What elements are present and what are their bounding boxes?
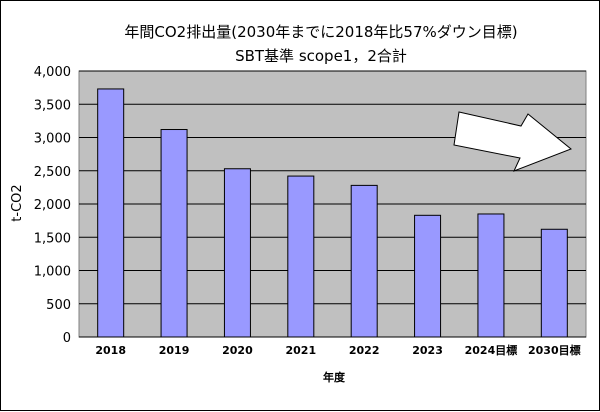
bar-2018: [97, 88, 125, 338]
x-tick-label: 2030目標: [528, 343, 581, 357]
chart-subtitle: SBT基準 scope1，2合計: [235, 47, 407, 65]
x-tick-label: 2019: [159, 344, 190, 357]
bars: [97, 88, 568, 338]
x-axis-label: 年度: [323, 370, 346, 384]
bar-2030目標: [540, 228, 568, 338]
bar-2020: [223, 168, 251, 338]
y-tick-label: 3,500: [34, 98, 71, 113]
x-tick-label: 2022: [349, 344, 380, 357]
y-tick-label: 4,000: [34, 65, 71, 80]
downward-trend-arrow-icon: [453, 111, 572, 172]
x-tick-label: 2024目標: [465, 343, 518, 357]
x-axis-ticks: 2018 2019 2020 2021 2022 2023 2024目標 2030目標: [95, 343, 580, 357]
y-tick-label: 1,000: [34, 265, 71, 280]
y-tick-label: 3,000: [34, 132, 71, 147]
y-axis-label: t-CO2: [10, 184, 25, 221]
y-tick-label: 2,000: [34, 198, 71, 213]
x-tick-label: 2023: [412, 344, 443, 357]
bar-2022: [350, 184, 378, 338]
bar-2023: [414, 214, 442, 338]
bar-2021: [287, 175, 315, 338]
y-tick-label: 500: [46, 298, 71, 313]
bar-2019: [160, 129, 188, 338]
y-tick-label: 1,500: [34, 231, 71, 246]
y-axis-ticks: 0 500 1,000 1,500 2,000 2,500 3,000 3,500 4,000: [34, 65, 71, 346]
x-tick-label: 2021: [286, 344, 317, 357]
chart-title: 年間CO2排出量(2030年までに2018年比57%ダウン目標): [124, 23, 517, 41]
x-tick-label: 2020: [222, 344, 253, 357]
bar-2024目標: [477, 213, 505, 338]
y-tick-label: 2,500: [34, 165, 71, 180]
y-tick-label: 0: [63, 331, 71, 346]
x-tick-label: 2018: [95, 344, 126, 357]
